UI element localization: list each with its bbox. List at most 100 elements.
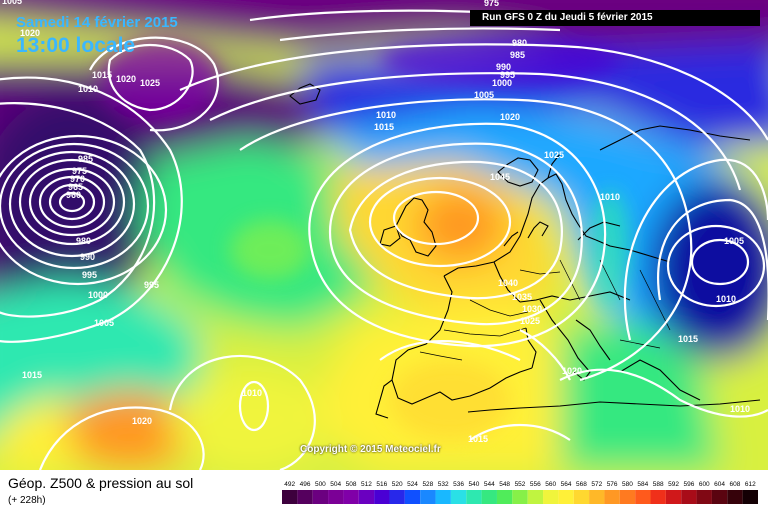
isobar-label: 1035 xyxy=(512,292,532,302)
isobar-label: 1020 xyxy=(20,28,40,38)
legend-scale: 492 496 500 504 508 512 516 520 524 528 532 536 540 5… xyxy=(282,481,758,504)
isobar-label: 1040 xyxy=(498,278,518,288)
copyright-notice: Copyright © 2015 Meteociel.fr xyxy=(300,444,441,455)
isobar-label: 1025 xyxy=(544,150,564,160)
legend-swatch xyxy=(312,490,329,504)
map-canvas: 975 980 985 990 995 1000 1005 1010 1015 … xyxy=(0,0,768,470)
legend-value-label: 584 xyxy=(637,481,648,488)
legend-value-label: 592 xyxy=(668,481,679,488)
legend-value-label: 564 xyxy=(561,481,572,488)
isobar-label: 1020 xyxy=(562,366,582,376)
legend-swatch xyxy=(650,490,666,504)
isobar-label: 1015 xyxy=(374,122,394,132)
legend-swatch xyxy=(389,490,405,504)
isobar-label: 995 xyxy=(144,280,159,290)
legend-swatch xyxy=(573,490,590,504)
isobar-label: 1010 xyxy=(78,84,98,94)
legend-swatch xyxy=(512,490,528,504)
footer-bar: Géop. Z500 & pression au sol (+ 228h) 49… xyxy=(0,470,768,512)
geopotential-detail xyxy=(100,35,630,440)
isobar-label: 1020 xyxy=(500,112,520,122)
legend-swatch xyxy=(496,490,513,504)
legend-swatch xyxy=(727,490,743,504)
legend-value-label: 580 xyxy=(622,481,633,488)
variable-title: Géop. Z500 & pression au sol xyxy=(8,475,194,491)
legend-value-label: 492 xyxy=(284,481,295,488)
legend-value-label: 548 xyxy=(499,481,510,488)
isobar-label: 1005 xyxy=(94,318,114,328)
legend-swatch xyxy=(558,490,574,504)
isobar-label: 975 xyxy=(72,166,87,176)
geopotential-field xyxy=(0,0,768,470)
legend-value-label: 604 xyxy=(714,481,725,488)
isobar-label: 1015 xyxy=(22,370,42,380)
isobar-label: 985 xyxy=(78,154,93,164)
legend-swatch xyxy=(665,490,682,504)
legend-swatch xyxy=(481,490,497,504)
legend-value-label: 556 xyxy=(530,481,541,488)
color-legend: 492 496 500 504 508 512 516 520 524 528 532 536 540 5… xyxy=(282,470,758,512)
legend-value-label: 608 xyxy=(730,481,741,488)
isobar-labels: 975 980 985 990 995 1000 1005 1010 1015 … xyxy=(2,0,750,444)
isobar-label: 1000 xyxy=(88,290,108,300)
legend-swatch xyxy=(343,490,359,504)
legend-swatch xyxy=(527,490,544,504)
isobar-label: 1030 xyxy=(522,304,542,314)
legend-swatch xyxy=(696,490,712,504)
legend-swatch xyxy=(435,490,451,504)
legend-value-label: 552 xyxy=(515,481,526,488)
legend-swatch xyxy=(374,490,390,504)
isobar-label: 1005 xyxy=(2,0,22,6)
legend-value-label: 524 xyxy=(407,481,418,488)
weather-map: 975 980 985 990 995 1000 1005 1010 1015 … xyxy=(0,0,768,470)
legend-value-label: 596 xyxy=(683,481,694,488)
legend-value-label: 496 xyxy=(300,481,311,488)
legend-swatch xyxy=(328,490,344,504)
legend-swatch xyxy=(742,490,758,504)
legend-value-label: 516 xyxy=(376,481,387,488)
isobar-label: 970 xyxy=(70,174,85,184)
legend-swatch xyxy=(635,490,651,504)
country-borders xyxy=(419,259,671,361)
legend-swatch xyxy=(604,490,620,504)
legend-value-label: 500 xyxy=(315,481,326,488)
isobar-label: 1025 xyxy=(520,316,540,326)
legend-swatch xyxy=(589,490,605,504)
legend-swatch xyxy=(282,490,298,504)
isobar-label: 1010 xyxy=(730,404,750,414)
model-run-banner: Run GFS 0 Z du Jeudi 5 février 2015 xyxy=(470,10,760,26)
legend-value-label: 528 xyxy=(422,481,433,488)
legend-swatch xyxy=(297,490,313,504)
legend-swatch xyxy=(358,490,375,504)
isobar-label: 990 xyxy=(496,62,511,72)
isobar-label: 1015 xyxy=(678,334,698,344)
legend-value-label: 568 xyxy=(576,481,587,488)
legend-swatch xyxy=(404,490,421,504)
isobar-label: 1000 xyxy=(492,78,512,88)
legend-value-label: 600 xyxy=(699,481,710,488)
isobar-label: 960 xyxy=(66,190,81,200)
isobar-label: 1020 xyxy=(116,74,136,84)
isobar-label: 985 xyxy=(510,50,525,60)
isobar-label: 980 xyxy=(512,38,527,48)
legend-value-label: 504 xyxy=(330,481,341,488)
legend-value-label: 520 xyxy=(392,481,403,488)
isobar-label: 975 xyxy=(484,0,499,8)
isobar-label: 1010 xyxy=(376,110,396,120)
isobar-label: 1015 xyxy=(468,434,488,444)
legend-value-label: 572 xyxy=(591,481,602,488)
isobar-label: 980 xyxy=(76,236,91,246)
legend-swatch xyxy=(681,490,697,504)
legend-swatch xyxy=(711,490,728,504)
legend-swatch xyxy=(619,490,636,504)
legend-value-label: 560 xyxy=(545,481,556,488)
isobar-label: 965 xyxy=(68,182,83,192)
legend-swatch xyxy=(543,490,559,504)
legend-value-label: 576 xyxy=(607,481,618,488)
legend-value-label: 612 xyxy=(745,481,756,488)
isobar-label: 1005 xyxy=(724,236,744,246)
legend-value-label: 508 xyxy=(346,481,357,488)
isobar-label: 1010 xyxy=(716,294,736,304)
isobar-label: 1005 xyxy=(474,90,494,100)
forecast-date: Samedi 14 février 2015 xyxy=(16,14,178,31)
